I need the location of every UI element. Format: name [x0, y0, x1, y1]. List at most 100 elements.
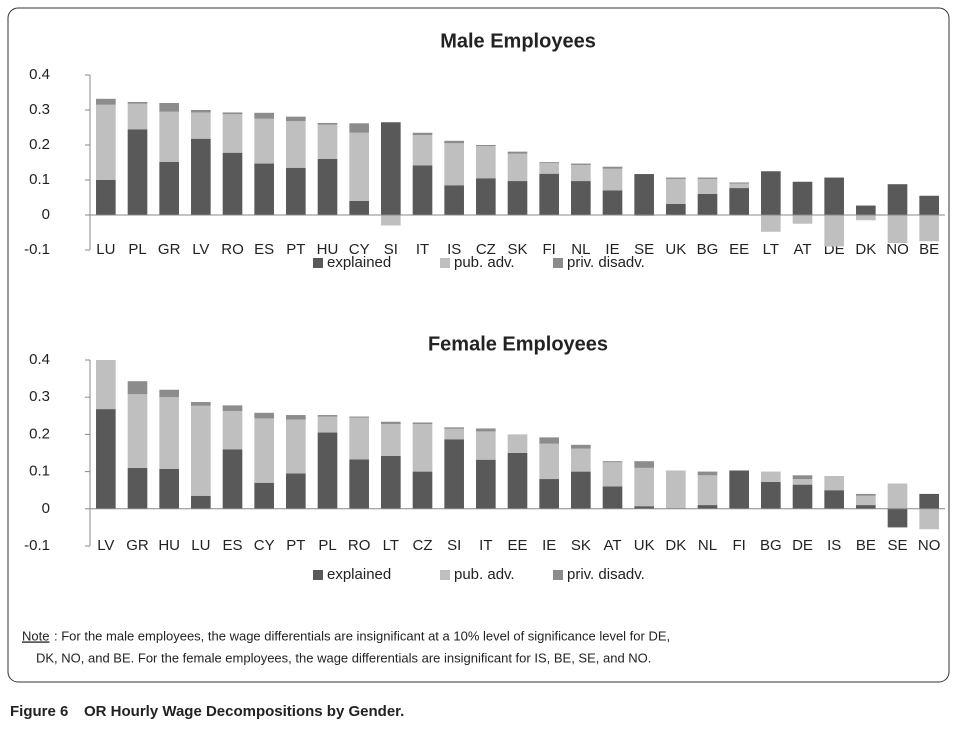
bar [761, 171, 781, 215]
note-label: Note [22, 628, 49, 643]
x-tick-label: HU [317, 241, 339, 258]
bar [412, 135, 433, 166]
bar [254, 482, 274, 509]
bar [222, 449, 243, 509]
x-tick-label: LT [763, 241, 779, 258]
x-tick-label: DK [855, 241, 876, 258]
bar [381, 215, 401, 226]
x-tick-label: GR [126, 537, 149, 554]
bar [222, 152, 243, 215]
x-tick-label: IS [827, 537, 841, 554]
x-tick-label: LV [192, 241, 209, 258]
bar [476, 178, 496, 215]
x-tick-label: NL [571, 241, 590, 258]
legend-swatch [440, 258, 450, 268]
x-tick-label: RO [348, 537, 371, 554]
bar [571, 471, 591, 509]
x-tick-label: RO [221, 241, 244, 258]
bar [412, 165, 433, 215]
bar [191, 138, 211, 215]
bar [507, 151, 528, 154]
bar [539, 173, 559, 215]
x-tick-label: GR [158, 241, 181, 258]
x-tick-label: ES [222, 537, 242, 554]
bar [381, 421, 401, 424]
x-tick-label: PL [318, 537, 336, 554]
legend-label: explained [327, 566, 391, 583]
bar [349, 416, 369, 418]
legend-swatch [313, 570, 323, 580]
bar [191, 495, 211, 509]
y-tick-label: -0.1 [24, 241, 50, 258]
bar [127, 101, 148, 104]
bar [254, 412, 274, 419]
bar [634, 461, 654, 468]
x-tick-label: UK [665, 241, 686, 258]
bar [476, 146, 496, 179]
bar [602, 461, 623, 463]
y-tick-label: 0.4 [29, 351, 50, 368]
bar [919, 195, 939, 215]
bar [127, 467, 148, 509]
y-tick-label: 0.2 [29, 136, 50, 153]
bar [539, 437, 559, 444]
x-tick-label: FI [732, 537, 745, 554]
bar [539, 443, 559, 480]
x-tick-label: DK [665, 537, 686, 554]
bar [317, 122, 338, 125]
x-tick-label: SE [887, 537, 907, 554]
bar [222, 112, 243, 115]
bar [856, 205, 876, 215]
bar [349, 459, 369, 509]
bar [96, 104, 116, 180]
note-line: : For the male employees, the wage diffe… [54, 628, 670, 643]
bar [697, 178, 718, 194]
x-tick-label: IE [542, 537, 556, 554]
bar [444, 428, 464, 440]
bar [856, 493, 876, 496]
bar [666, 470, 686, 509]
x-tick-label: BE [856, 537, 876, 554]
bar [571, 181, 591, 215]
bar [666, 203, 686, 215]
legend-swatch [553, 258, 563, 268]
caption-label: Figure 6 [10, 703, 68, 720]
bar [222, 410, 243, 450]
x-tick-label: DE [792, 537, 813, 554]
x-tick-label: BG [697, 241, 719, 258]
x-tick-label: SK [507, 241, 527, 258]
bar [444, 439, 464, 509]
legend-label: priv. disadv. [567, 254, 645, 271]
bar [634, 215, 654, 217]
chart-title: Male Employees [440, 30, 596, 52]
bar [349, 201, 369, 215]
y-tick-label: 0.4 [29, 66, 50, 83]
x-tick-label: CZ [413, 537, 433, 554]
y-tick-label: 0 [42, 206, 50, 223]
bar [476, 459, 496, 509]
x-tick-label: LU [96, 241, 115, 258]
x-tick-label: LT [383, 537, 399, 554]
bar [697, 177, 718, 179]
bar [919, 508, 939, 530]
bar [507, 434, 528, 453]
bar [856, 495, 876, 506]
bar [286, 419, 306, 474]
x-tick-label: AT [603, 537, 621, 554]
bar [476, 145, 496, 147]
bar [222, 114, 243, 153]
x-tick-label: NL [698, 537, 717, 554]
x-tick-label: EE [729, 241, 749, 258]
bar [381, 455, 401, 509]
x-tick-label: UK [634, 537, 655, 554]
bar [381, 423, 401, 456]
x-tick-label: SI [384, 241, 398, 258]
bar [792, 484, 813, 509]
x-tick-label: NO [918, 537, 941, 554]
bar [919, 215, 939, 242]
bar [286, 167, 306, 215]
bar [159, 397, 179, 469]
bar [191, 405, 211, 496]
bar [444, 427, 464, 429]
bar [254, 118, 274, 164]
